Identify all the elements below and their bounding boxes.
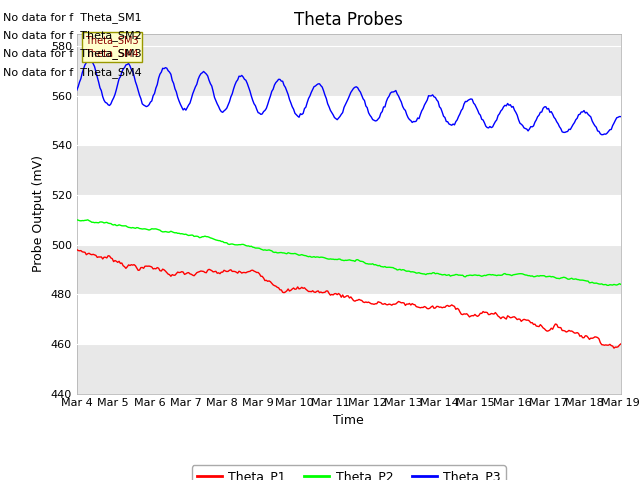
Theta_P1	[617, 341, 625, 347]
Theta_P2	[415, 270, 423, 276]
Theta_P1	[138, 264, 146, 270]
Title: Theta Probes: Theta Probes	[294, 11, 403, 29]
Theta_P3	[467, 96, 475, 102]
Theta_P3	[617, 114, 625, 120]
X-axis label: Time: Time	[333, 414, 364, 427]
Theta_P1	[468, 313, 476, 319]
Theta_P1	[73, 247, 81, 252]
Bar	[77, 46, 621, 96]
Theta_P2	[138, 226, 146, 232]
Line: Theta_P3: Theta_P3	[77, 60, 621, 135]
Text: No data for f  Theta_SM3: No data for f Theta_SM3	[3, 48, 142, 60]
Theta_P1	[250, 268, 258, 274]
Theta_P3	[252, 103, 259, 108]
Theta_P3	[73, 87, 81, 93]
Theta_P2	[617, 281, 625, 287]
Theta_P3	[140, 102, 147, 108]
Bar	[77, 344, 621, 394]
Theta_P3	[417, 112, 424, 118]
Theta_P2	[466, 272, 474, 278]
Theta_P1	[610, 345, 618, 351]
Theta_P1	[289, 286, 296, 292]
Theta_P3	[470, 100, 477, 106]
Text: Theta_SM3
Theta_SM4: Theta_SM3 Theta_SM4	[85, 36, 139, 59]
Theta_P3	[598, 132, 605, 138]
Text: No data for f  Theta_SM2: No data for f Theta_SM2	[3, 30, 142, 41]
Line: Theta_P2: Theta_P2	[77, 220, 621, 285]
Bar	[77, 294, 621, 344]
Theta_P2	[250, 244, 258, 250]
Bar	[77, 145, 621, 195]
Bar	[77, 245, 621, 294]
Legend: Theta_P1, Theta_P2, Theta_P3: Theta_P1, Theta_P2, Theta_P3	[192, 465, 506, 480]
Text: No data for f  Theta_SM1: No data for f Theta_SM1	[3, 12, 142, 23]
Text: No data for f  Theta_SM4: No data for f Theta_SM4	[3, 67, 142, 78]
Theta_P1	[415, 304, 423, 310]
Bar	[77, 96, 621, 145]
Bar	[77, 195, 621, 245]
Theta_P2	[468, 273, 476, 278]
Line: Theta_P1: Theta_P1	[77, 250, 621, 348]
Theta_P1	[466, 314, 474, 320]
Theta_P2	[605, 282, 612, 288]
Theta_P3	[290, 106, 298, 112]
Theta_P2	[73, 217, 81, 223]
Theta_P3	[85, 57, 93, 63]
Y-axis label: Probe Output (mV): Probe Output (mV)	[32, 155, 45, 272]
Theta_P2	[289, 251, 296, 256]
